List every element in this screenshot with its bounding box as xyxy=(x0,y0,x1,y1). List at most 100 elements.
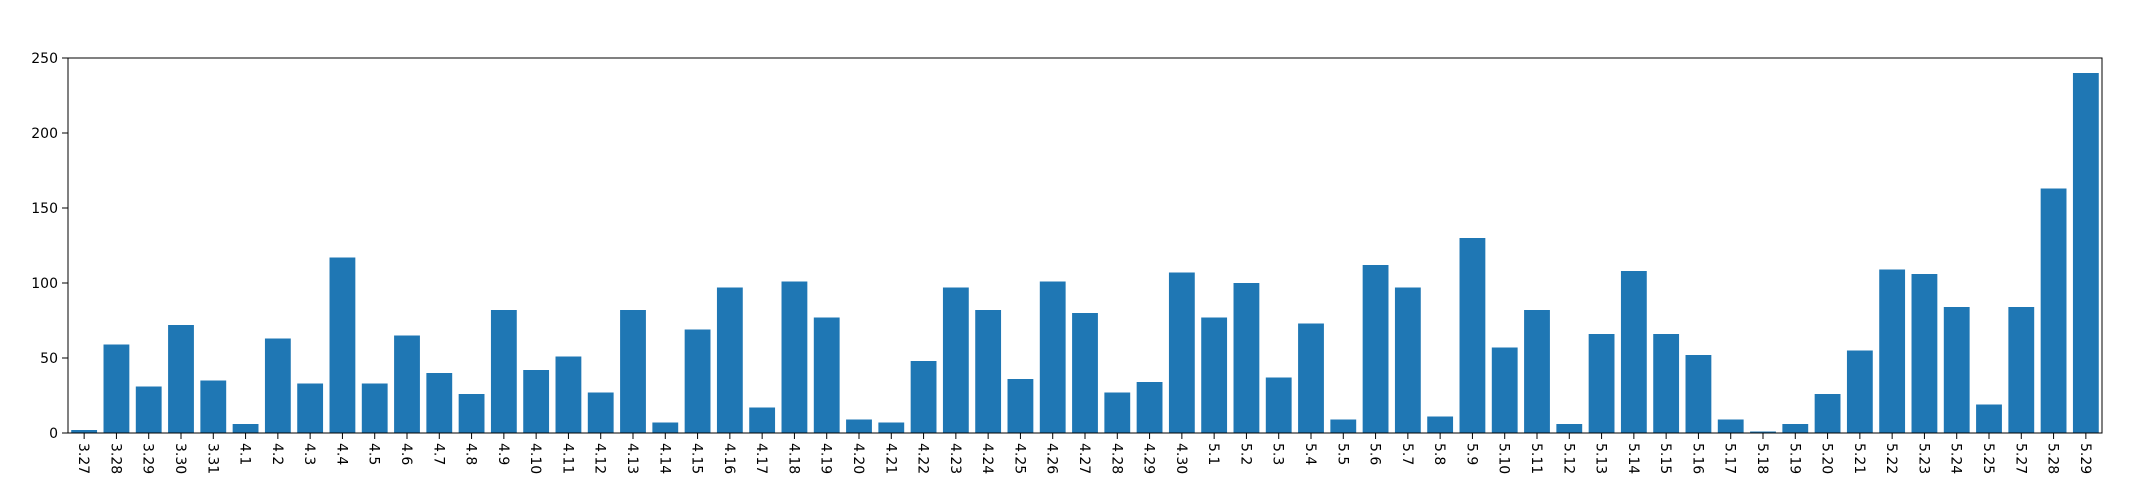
bar xyxy=(620,310,646,433)
x-tick-label: 4.19 xyxy=(818,443,834,474)
bar xyxy=(1233,283,1260,433)
x-tick-label: 5.2 xyxy=(1237,443,1253,465)
y-tick-label: 250 xyxy=(31,51,58,67)
x-tick-label: 4.30 xyxy=(1173,443,1189,474)
x-tick-label: 4.25 xyxy=(1011,443,1027,474)
x-tick-label: 4.7 xyxy=(430,443,446,465)
x-tick-label: 5.29 xyxy=(2077,443,2093,474)
bar xyxy=(1556,424,1583,433)
bar xyxy=(1911,274,1938,433)
bar xyxy=(1782,424,1809,433)
bar xyxy=(1201,317,1228,433)
x-tick-label: 5.8 xyxy=(1431,443,1447,465)
bar xyxy=(587,392,614,433)
x-tick-label: 4.5 xyxy=(366,443,382,465)
x-tick-label: 5.13 xyxy=(1593,443,1609,474)
x-tick-label: 5.1 xyxy=(1205,443,1221,465)
x-tick-label: 3.29 xyxy=(140,443,156,474)
x-tick-label: 4.17 xyxy=(753,443,769,474)
x-tick-label: 5.25 xyxy=(1980,443,1996,474)
x-tick-label: 4.18 xyxy=(785,443,801,474)
bar xyxy=(490,310,517,433)
x-tick-label: 4.10 xyxy=(527,443,543,474)
bar xyxy=(1879,269,1906,433)
bar xyxy=(975,310,1002,433)
bar xyxy=(846,419,872,433)
bar xyxy=(1685,355,1712,433)
x-tick-label: 5.16 xyxy=(1689,443,1705,474)
x-tick-label: 5.18 xyxy=(1754,443,1770,474)
bar xyxy=(1427,416,1454,433)
x-tick-label: 5.10 xyxy=(1496,443,1512,474)
bar xyxy=(1072,313,1098,433)
bar xyxy=(71,430,98,433)
x-tick-label: 5.14 xyxy=(1625,443,1641,474)
x-tick-label: 4.11 xyxy=(559,443,575,474)
bar xyxy=(878,422,905,433)
bar xyxy=(523,370,550,433)
bar xyxy=(1976,404,2002,433)
bar xyxy=(1717,419,1744,433)
bar xyxy=(813,317,840,433)
bar xyxy=(1104,392,1131,433)
x-tick-label: 5.12 xyxy=(1560,443,1576,474)
x-tick-label: 5.22 xyxy=(1883,443,1899,474)
bar xyxy=(1039,281,1066,433)
x-tick-label: 4.24 xyxy=(979,443,995,474)
y-tick-label: 200 xyxy=(31,126,58,142)
x-tick-label: 4.26 xyxy=(1044,443,1060,474)
x-tick-label: 5.17 xyxy=(1722,443,1738,474)
bar xyxy=(103,344,130,433)
x-tick-label: 5.4 xyxy=(1302,443,1318,465)
y-tick-label: 100 xyxy=(31,276,58,292)
x-tick-label: 5.11 xyxy=(1528,443,1544,474)
bar xyxy=(652,422,679,433)
bar xyxy=(232,424,259,433)
x-tick-label: 4.8 xyxy=(463,443,479,465)
x-tick-label: 5.7 xyxy=(1399,443,1415,465)
bar xyxy=(1362,265,1389,433)
bar xyxy=(942,287,969,433)
bar xyxy=(1620,271,1647,433)
bar xyxy=(2040,188,2067,433)
x-tick-label: 5.6 xyxy=(1367,443,1383,465)
bar xyxy=(168,325,194,433)
bar xyxy=(1265,377,1292,433)
bar xyxy=(781,281,808,433)
y-tick-label: 50 xyxy=(40,351,58,367)
bar xyxy=(1653,334,1680,433)
x-tick-label: 5.28 xyxy=(2045,443,2061,474)
x-tick-label: 5.24 xyxy=(1948,443,1964,474)
y-axis: 0 50 100 150 200 250 xyxy=(31,51,68,442)
x-tick-label: 4.27 xyxy=(1076,443,1092,474)
x-tick-label: 4.13 xyxy=(624,443,640,474)
x-tick-label: 3.28 xyxy=(107,443,123,474)
x-tick-label: 5.27 xyxy=(2012,443,2028,474)
x-tick-label: 4.2 xyxy=(269,443,285,465)
bar xyxy=(910,361,937,433)
bar xyxy=(1491,347,1518,433)
x-tick-label: 4.16 xyxy=(721,443,737,474)
x-tick-label: 4.20 xyxy=(850,443,866,474)
bar xyxy=(2008,307,2035,433)
x-tick-label: 5.21 xyxy=(1851,443,1867,474)
bar xyxy=(1168,272,1195,433)
x-tick-label: 5.3 xyxy=(1270,443,1286,465)
x-tick-label: 4.22 xyxy=(915,443,931,474)
x-tick-label: 4.3 xyxy=(301,443,317,465)
x-tick-label: 4.15 xyxy=(689,443,705,474)
x-tick-label: 4.12 xyxy=(592,443,608,474)
bars xyxy=(71,73,2099,433)
x-tick-label: 3.31 xyxy=(204,443,220,474)
x-tick-label: 4.21 xyxy=(882,443,898,474)
x-tick-label: 4.9 xyxy=(495,443,511,465)
x-tick-label: 3.30 xyxy=(172,443,188,474)
bar xyxy=(264,338,291,433)
bar xyxy=(1750,431,1776,433)
bar xyxy=(1846,350,1873,433)
bar xyxy=(716,287,743,433)
x-tick-label: 4.6 xyxy=(398,443,414,465)
bar xyxy=(1298,323,1324,433)
bar xyxy=(1136,382,1163,433)
